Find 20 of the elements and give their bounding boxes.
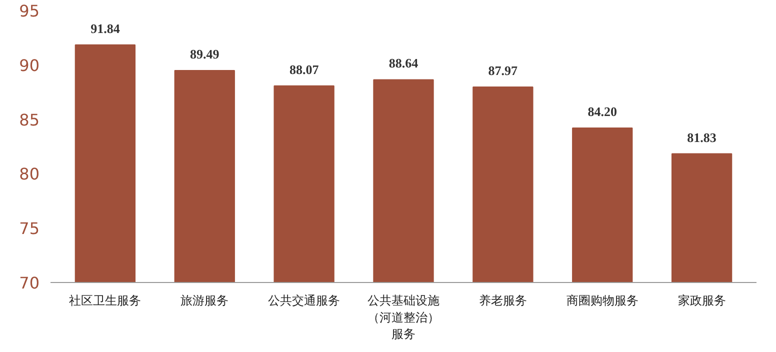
x-tick-label: 公共基础设施（河道整治）服务 <box>368 294 440 342</box>
y-tick-label: 80 <box>19 164 40 184</box>
data-label: 84.20 <box>588 104 617 120</box>
x-tick-label: 社区卫生服务 <box>69 294 142 308</box>
y-tick-label: 85 <box>19 110 40 130</box>
x-tick-label: 家政服务 <box>678 294 726 308</box>
data-label: 88.64 <box>388 56 419 71</box>
x-tick-label: 公共交通服务 <box>268 294 340 308</box>
x-tick-label: 养老服务 <box>478 294 527 308</box>
data-label: 81.83 <box>687 130 717 145</box>
y-tick-label: 70 <box>19 274 40 292</box>
x-tick-label: 旅游服务 <box>180 294 229 308</box>
y-tick-label: 90 <box>19 56 40 75</box>
data-label: 87.97 <box>488 62 518 78</box>
x-tick-label: 商圈购物服务 <box>566 294 638 308</box>
data-label: 88.07 <box>289 62 320 77</box>
data-label: 89.49 <box>190 46 220 62</box>
y-tick-label: 95 <box>19 2 40 20</box>
y-tick-label: 75 <box>19 219 40 238</box>
data-label: 91.84 <box>90 20 120 36</box>
